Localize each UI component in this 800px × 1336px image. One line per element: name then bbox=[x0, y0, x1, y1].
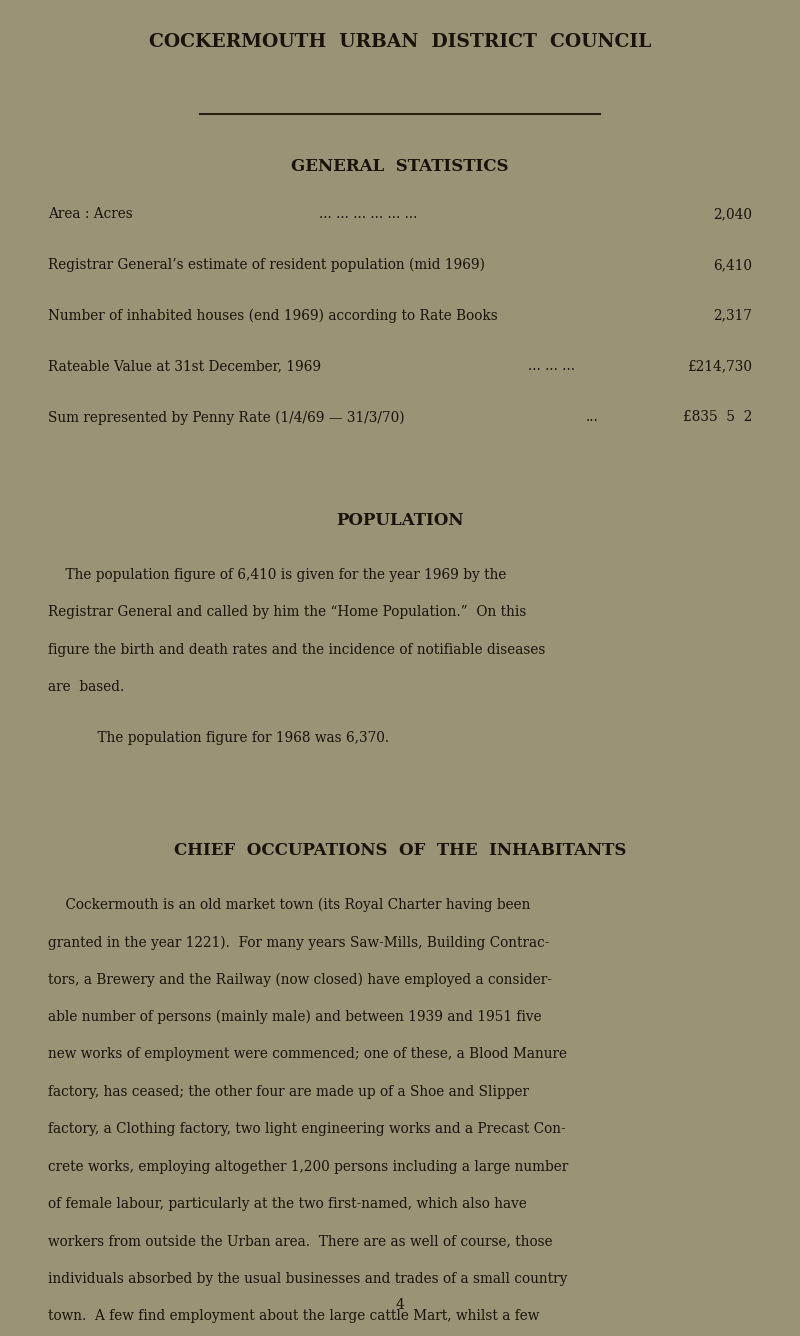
Text: CHIEF  OCCUPATIONS  OF  THE  INHABITANTS: CHIEF OCCUPATIONS OF THE INHABITANTS bbox=[174, 842, 626, 859]
Text: factory, has ceased; the other four are made up of a Shoe and Slipper: factory, has ceased; the other four are … bbox=[48, 1085, 529, 1098]
Text: £835  5  2: £835 5 2 bbox=[682, 410, 752, 424]
Text: POPULATION: POPULATION bbox=[336, 512, 464, 529]
Text: Area : Acres: Area : Acres bbox=[48, 207, 133, 220]
Text: ...: ... bbox=[586, 410, 598, 424]
Text: Number of inhabited houses (end 1969) according to Rate Books: Number of inhabited houses (end 1969) ac… bbox=[48, 309, 498, 323]
Text: figure the birth and death rates and the incidence of notifiable diseases: figure the birth and death rates and the… bbox=[48, 643, 546, 656]
Text: of female labour, particularly at the two first-named, which also have: of female labour, particularly at the tw… bbox=[48, 1197, 527, 1210]
Text: 2,317: 2,317 bbox=[713, 309, 752, 322]
Text: Rateable Value at 31st December, 1969: Rateable Value at 31st December, 1969 bbox=[48, 359, 321, 373]
Text: ... ... ...: ... ... ... bbox=[529, 359, 575, 373]
Text: The population figure for 1968 was 6,370.: The population figure for 1968 was 6,370… bbox=[80, 731, 389, 744]
Text: crete works, employing altogether 1,200 persons including a large number: crete works, employing altogether 1,200 … bbox=[48, 1160, 568, 1173]
Text: The population figure of 6,410 is given for the year 1969 by the: The population figure of 6,410 is given … bbox=[48, 568, 506, 581]
Text: £214,730: £214,730 bbox=[687, 359, 752, 373]
Text: individuals absorbed by the usual businesses and trades of a small country: individuals absorbed by the usual busine… bbox=[48, 1272, 567, 1285]
Text: COCKERMOUTH  URBAN  DISTRICT  COUNCIL: COCKERMOUTH URBAN DISTRICT COUNCIL bbox=[149, 33, 651, 51]
Text: able number of persons (mainly male) and between 1939 and 1951 five: able number of persons (mainly male) and… bbox=[48, 1010, 542, 1025]
Text: 4: 4 bbox=[395, 1299, 405, 1312]
Text: workers from outside the Urban area.  There are as well of course, those: workers from outside the Urban area. The… bbox=[48, 1234, 553, 1248]
Text: granted in the year 1221).  For many years Saw-Mills, Building Contrac-: granted in the year 1221). For many year… bbox=[48, 935, 550, 950]
Text: are  based.: are based. bbox=[48, 680, 124, 693]
Text: tors, a Brewery and the Railway (now closed) have employed a consider-: tors, a Brewery and the Railway (now clo… bbox=[48, 973, 552, 987]
Text: Sum represented by Penny Rate (1/4/69 — 31/3/70): Sum represented by Penny Rate (1/4/69 — … bbox=[48, 410, 405, 425]
Text: town.  A few find employment about the large cattle Mart, whilst a few: town. A few find employment about the la… bbox=[48, 1309, 539, 1323]
Text: ... ... ... ... ... ...: ... ... ... ... ... ... bbox=[319, 207, 417, 220]
Text: Cockermouth is an old market town (its Royal Charter having been: Cockermouth is an old market town (its R… bbox=[48, 898, 530, 912]
Text: 6,410: 6,410 bbox=[713, 258, 752, 271]
Text: Registrar General’s estimate of resident population (mid 1969): Registrar General’s estimate of resident… bbox=[48, 258, 485, 273]
Text: GENERAL  STATISTICS: GENERAL STATISTICS bbox=[291, 158, 509, 175]
Text: factory, a Clothing factory, two light engineering works and a Precast Con-: factory, a Clothing factory, two light e… bbox=[48, 1122, 566, 1136]
Text: new works of employment were commenced; one of these, a Blood Manure: new works of employment were commenced; … bbox=[48, 1047, 567, 1061]
Text: Registrar General and called by him the “Home Population.”  On this: Registrar General and called by him the … bbox=[48, 605, 526, 619]
Text: 2,040: 2,040 bbox=[713, 207, 752, 220]
